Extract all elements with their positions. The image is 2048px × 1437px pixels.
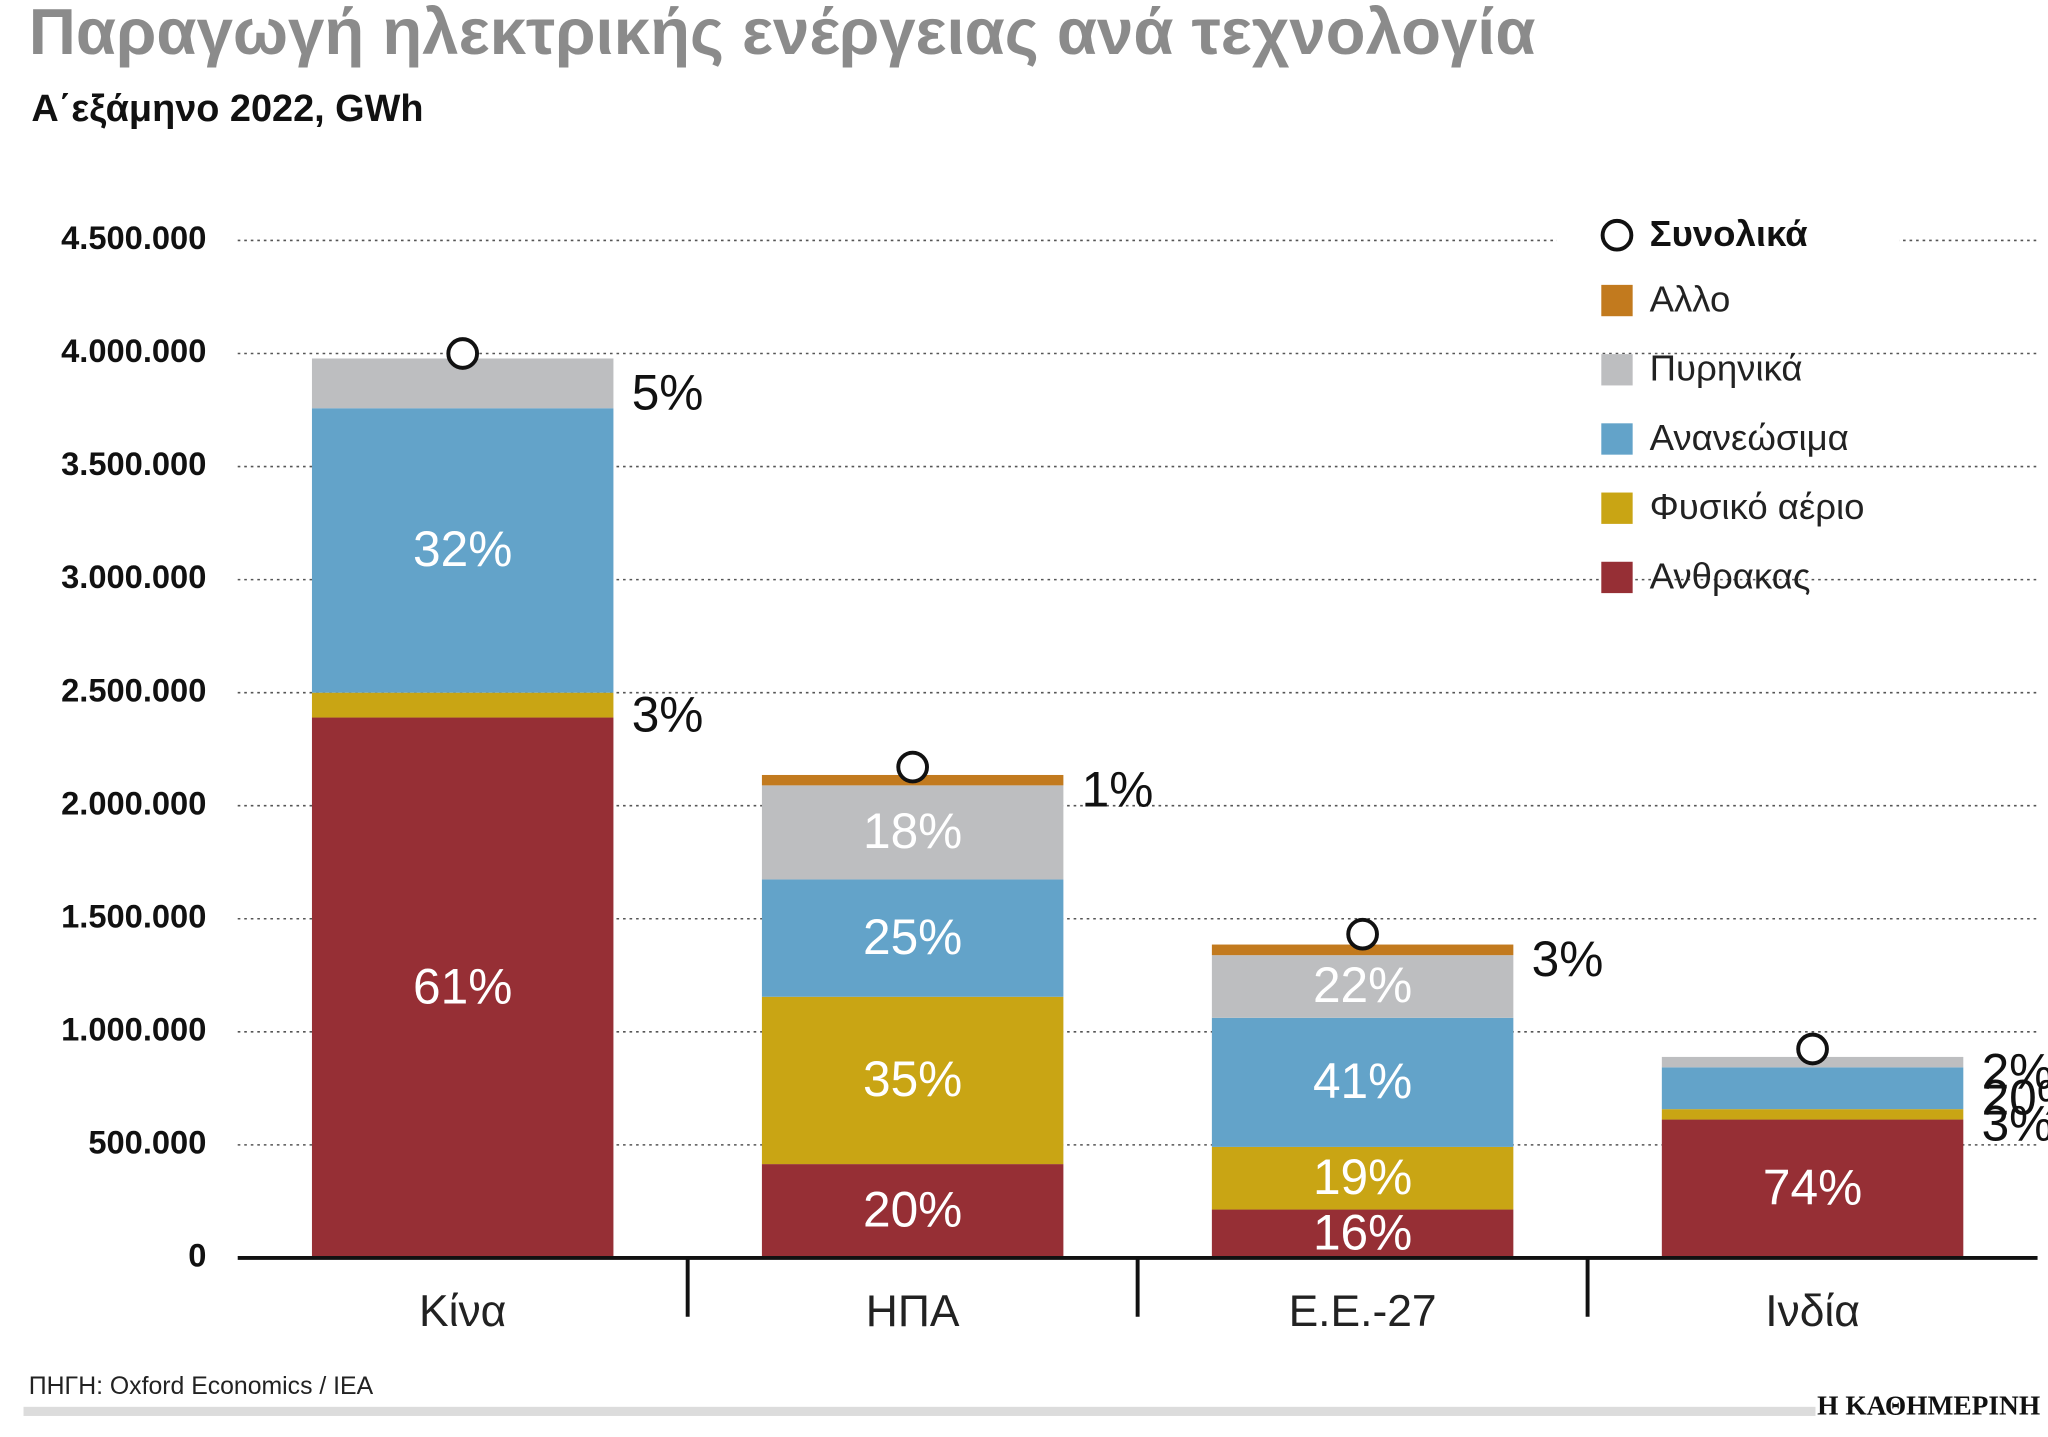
segment-label: 18% [863, 803, 962, 859]
total-marker [1346, 917, 1379, 951]
bar-segment [311, 717, 614, 1258]
segment-label: 5% [632, 365, 704, 421]
chart-subtitle: Α΄εξάμηνο 2022, GWh [31, 88, 423, 130]
x-tick-label: ΗΠΑ [866, 1287, 960, 1336]
bar-segment [761, 996, 1064, 1165]
legend-label: Ανανεώσιμα [1650, 417, 1849, 458]
bar-segment [1661, 1067, 1964, 1110]
segment-label: 3% [1532, 931, 1604, 987]
legend-label: Συνολικά [1650, 213, 1809, 254]
bar-segment [1211, 1017, 1514, 1147]
bar-segment [1211, 955, 1514, 1018]
legend-marker [1600, 218, 1634, 252]
y-tick-label: 4.500.000 [61, 219, 206, 256]
footer-bar [23, 1406, 1816, 1416]
bar-segment [761, 879, 1064, 997]
x-tick-label: Ε.Ε.-27 [1289, 1287, 1437, 1336]
segment-label: 3% [1982, 1096, 2048, 1152]
y-tick-label: 3.000.000 [61, 558, 206, 595]
brand: Η ΚΑΘΗΜΕΡΙΝΗ [1817, 1390, 2040, 1420]
y-tick-label: 2.500.000 [61, 671, 206, 708]
segment-label: 74% [1763, 1159, 1862, 1215]
legend-swatch [1601, 423, 1633, 455]
legend-swatch [1601, 354, 1633, 386]
total-marker [446, 337, 480, 370]
legend-swatch [1601, 284, 1633, 317]
y-tick-label: 3.500.000 [61, 445, 206, 482]
y-tick-label: 2.000.000 [61, 784, 206, 821]
segment-label: 16% [1313, 1204, 1412, 1260]
legend-label: Πυρηνικά [1650, 348, 1803, 389]
chart-title: Παραγωγή ηλεκτρικής ενέργειας ανά τεχνολ… [29, 0, 1536, 68]
segment-label: 32% [413, 521, 512, 577]
y-tick-label: 0 [188, 1237, 206, 1274]
y-tick-label: 1.000.000 [61, 1010, 206, 1047]
legend-label: Ανθρακας [1650, 555, 1811, 596]
bar-segment [1661, 1109, 1964, 1120]
x-tick-label: Κίνα [419, 1287, 506, 1336]
segment-label: 22% [1313, 957, 1412, 1013]
bar-segment [1661, 1119, 1964, 1258]
legend-label: Αλλο [1650, 279, 1731, 320]
legend-label: Φυσικό αέριο [1650, 486, 1865, 527]
legend-swatch [1601, 561, 1633, 594]
segment-label: 3% [632, 686, 704, 742]
segment-label: 1% [1082, 761, 1154, 817]
segment-label: 2% [1982, 1043, 2048, 1099]
y-tick-label: 1.500.000 [61, 897, 206, 934]
bar-segment [1211, 1146, 1514, 1210]
segment-label: 41% [1313, 1053, 1412, 1109]
segment-label: 61% [413, 958, 512, 1014]
segment-label: 35% [863, 1051, 962, 1107]
x-tick-label: Ινδία [1765, 1287, 1860, 1336]
source: ΠΗΓΗ: Oxford Economics / IEA [29, 1373, 374, 1400]
bar-segment [761, 785, 1064, 880]
y-tick-label: 4.000.000 [61, 332, 206, 369]
segment-label: 20% [1982, 1069, 2048, 1125]
total-marker [896, 750, 929, 784]
bar-segment [761, 1164, 1064, 1258]
bar-segment [311, 692, 614, 718]
bar-segment [311, 408, 614, 693]
legend-swatch [1601, 492, 1633, 524]
y-tick-label: 500.000 [88, 1124, 206, 1161]
segment-label: 20% [863, 1182, 962, 1238]
segment-label: 25% [863, 909, 962, 965]
bar-segment [1211, 1209, 1514, 1258]
total-marker [1796, 1032, 1829, 1066]
segment-label: 19% [1313, 1149, 1412, 1205]
